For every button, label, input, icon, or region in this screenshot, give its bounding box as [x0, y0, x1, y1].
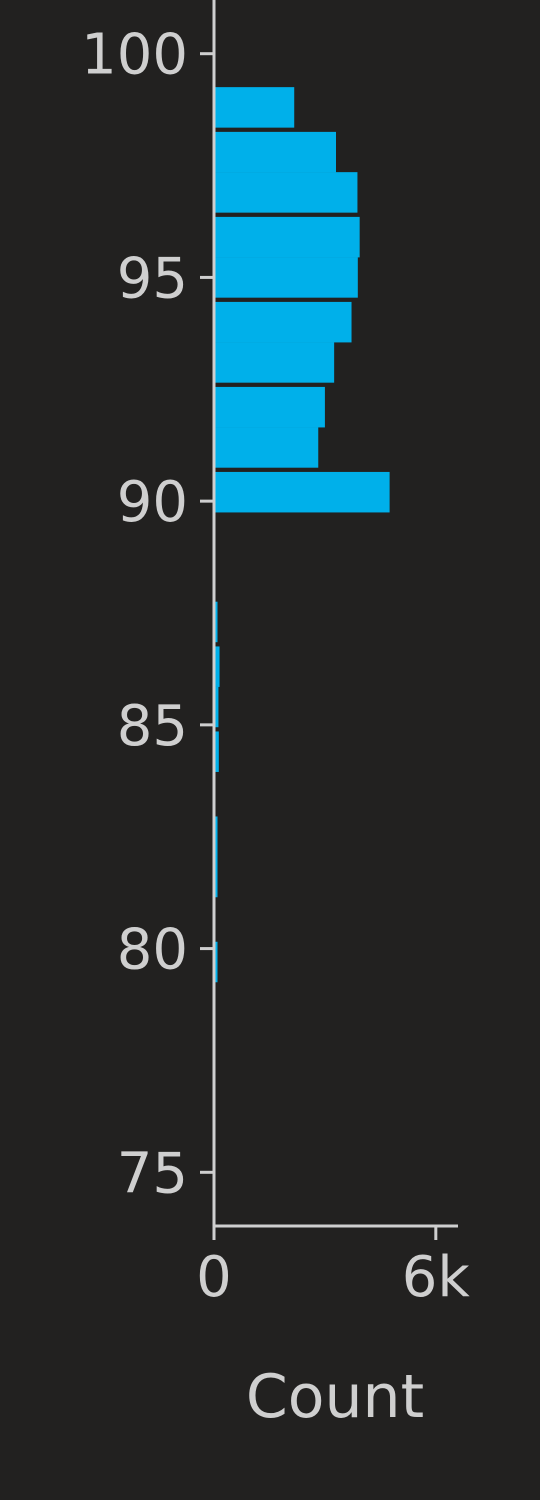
histogram-bar	[215, 131, 336, 173]
histogram-bar	[215, 601, 218, 643]
y-axis: 75 80 85 90 95 100	[81, 0, 216, 1226]
bars-group	[215, 87, 390, 983]
y-tick-label: 100	[81, 23, 188, 88]
histogram-bar	[215, 301, 352, 343]
y-tick-label: 75	[117, 1141, 188, 1206]
histogram-bar	[215, 686, 219, 728]
histogram-bar	[215, 342, 335, 383]
y-tick-label: 85	[117, 694, 188, 759]
histogram-bar	[215, 257, 358, 298]
y-tick-label: 80	[117, 918, 188, 983]
histogram-bar	[215, 87, 295, 128]
histogram-bar	[215, 941, 218, 983]
histogram-bar	[215, 216, 360, 258]
x-axis: 0 6k	[196, 1224, 471, 1310]
histogram-bar	[215, 731, 219, 772]
y-tick-label: 95	[117, 246, 188, 311]
histogram-bar	[215, 646, 220, 687]
histogram-bar	[215, 471, 390, 513]
histogram-bar	[215, 816, 218, 857]
y-tick-label: 90	[117, 470, 188, 535]
x-tick-label: 0	[196, 1245, 232, 1310]
histogram-bar	[215, 427, 319, 468]
x-axis-title: Count	[246, 1362, 424, 1432]
histogram-bar	[215, 386, 325, 428]
histogram-bar	[215, 172, 358, 213]
histogram-bar	[215, 856, 218, 898]
x-tick-label: 6k	[402, 1245, 471, 1310]
